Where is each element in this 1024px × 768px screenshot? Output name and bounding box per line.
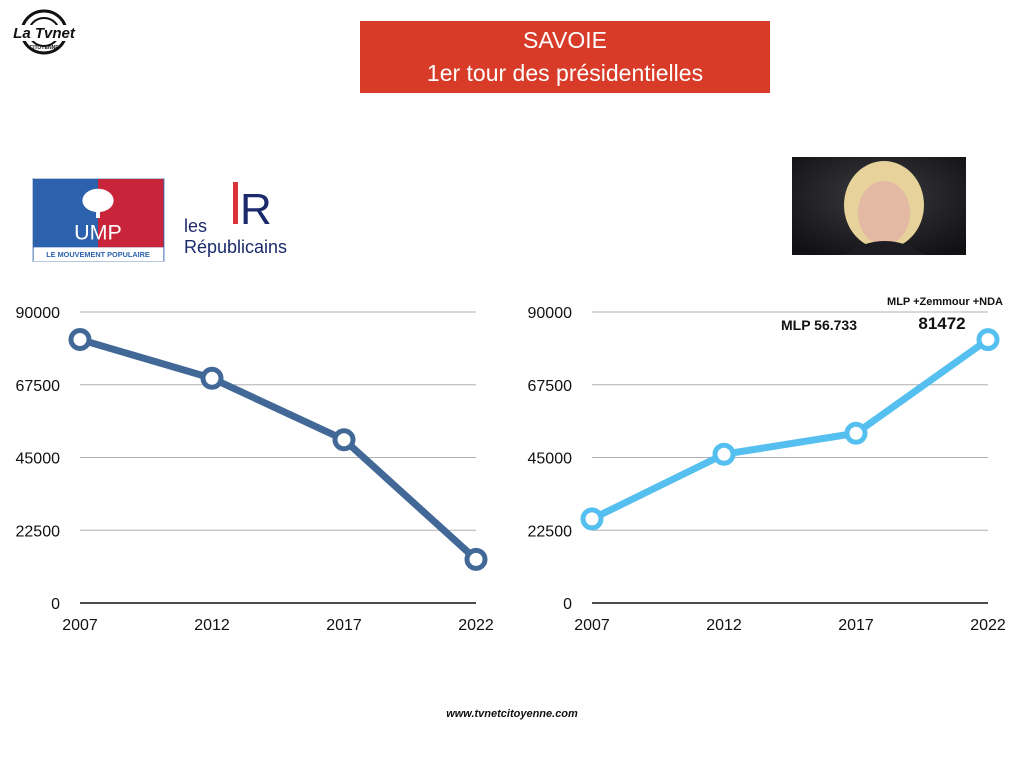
x-tick-label: 2017 <box>838 617 874 634</box>
lr-name-text: Républicains <box>184 237 287 257</box>
ump-logo-subtitle: LE MOUVEMENT POPULAIRE <box>46 250 150 259</box>
y-tick-label: 90000 <box>528 305 573 322</box>
annotation-mlp-2022-value: 81472 <box>918 314 965 333</box>
y-tick-label: 90000 <box>16 305 61 322</box>
y-tick-label: 22500 <box>16 523 61 540</box>
data-point <box>68 327 92 351</box>
x-tick-label: 2007 <box>62 617 98 634</box>
x-tick-label: 2007 <box>574 617 610 634</box>
tree-icon <box>82 188 114 219</box>
ump-logo-text: UMP <box>74 221 122 245</box>
data-point <box>464 547 488 571</box>
series-line <box>79 336 479 562</box>
page-subtitle: 1er tour des présidentielles <box>426 60 704 86</box>
x-tick-label: 2022 <box>458 617 494 634</box>
lr-red-bar <box>233 182 238 224</box>
data-point <box>976 328 1000 352</box>
x-tick-label: 2022 <box>970 617 1006 634</box>
y-tick-label: 67500 <box>16 378 61 395</box>
y-tick-label: 45000 <box>528 451 573 468</box>
data-point <box>332 428 356 452</box>
annotation-mlp-2017: MLP 56.733 <box>781 317 857 333</box>
right-chart-plot: 0 22500 45000 67500 90000 2007 2012 2017 2022 <box>528 305 1006 634</box>
x-tick-label: 2012 <box>706 617 742 634</box>
y-tick-label: 22500 <box>528 523 573 540</box>
y-tick-label: 0 <box>51 596 60 613</box>
lr-mark: R <box>240 185 272 234</box>
data-point <box>844 421 868 445</box>
footer-url: www.tvnetcitoyenne.com <box>446 708 578 720</box>
brand-logo: La Tvnet CITOYENNE <box>6 9 82 55</box>
chart-ump-lr: 0 22500 45000 67500 90000 2007 2012 2017 2022 <box>16 305 494 634</box>
y-tick-label: 45000 <box>16 451 61 468</box>
y-tick-label: 0 <box>563 596 572 613</box>
x-tick-label: 2017 <box>326 617 362 634</box>
ump-logo: UMP LE MOUVEMENT POPULAIRE <box>32 178 165 262</box>
annotation-mlp-2022-label: MLP +Zemmour +NDA <box>887 296 1003 308</box>
x-tick-label: 2012 <box>194 617 230 634</box>
data-point <box>580 507 604 531</box>
title-banner: SAVOIE 1er tour des présidentielles <box>360 21 770 93</box>
brand-tagline: CITOYENNE <box>29 45 59 51</box>
chart-mlp: 0 22500 45000 67500 90000 2007 2012 2017 2022 ML… <box>528 296 1006 634</box>
portrait-photo <box>792 157 966 255</box>
data-point <box>712 442 736 466</box>
page-title: SAVOIE <box>523 27 607 53</box>
series-line <box>590 336 991 523</box>
lr-les-text: les <box>184 216 207 236</box>
les-republicains-logo: les R Républicains <box>184 182 287 257</box>
data-point <box>200 366 224 390</box>
brand-name: La Tvnet <box>13 25 76 42</box>
left-chart-plot: 0 22500 45000 67500 90000 2007 2012 2017 2022 <box>16 305 494 634</box>
y-tick-label: 67500 <box>528 378 573 395</box>
